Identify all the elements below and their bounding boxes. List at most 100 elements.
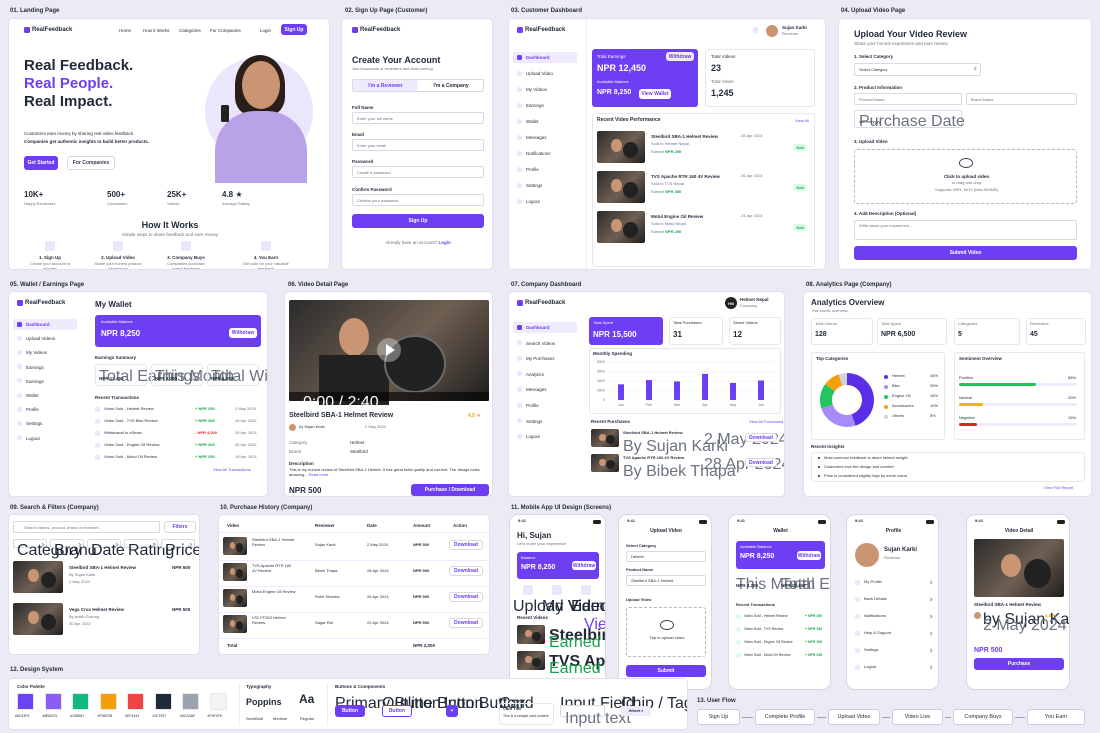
button[interactable]: Withdraw [572,561,596,570]
input[interactable]: Confirm your password [352,194,484,206]
link[interactable]: Wallet [526,119,539,124]
button[interactable]: I'm a Company [433,82,469,89]
link[interactable]: Help & Support [864,630,892,635]
textarea[interactable]: Write about your experience... [854,220,1077,240]
input[interactable]: Product Name [854,93,962,105]
link[interactable]: My Purchases [526,356,555,362]
button[interactable]: Purchase / Download [411,484,489,496]
link[interactable]: How it Works [143,28,170,33]
select[interactable]: Helmet [626,551,706,562]
link[interactable]: Earnings [526,103,544,108]
label: This is a sample card content [503,714,549,718]
button[interactable]: I'm a Reviewer [353,80,418,91]
button[interactable]: Download [449,566,483,576]
button[interactable]: Withdraw [797,551,821,560]
input[interactable]: Enter your full name [352,112,484,124]
input[interactable]: Purchase Date dd/mm/yyyy [854,110,965,130]
label: Share your honest experience and earn mo… [854,41,948,46]
link[interactable]: Categories [179,28,201,33]
input[interactable]: Create a password [352,166,484,178]
link[interactable]: Profile [526,167,539,172]
company-avatar: HN [725,297,737,309]
link[interactable]: Wallet [26,393,39,398]
filter-dropdown[interactable]: Rating [124,539,174,559]
dropzone[interactable]: Tap to upload video [626,607,706,657]
filter-dropdown[interactable]: Price [161,539,199,559]
link[interactable]: Earnings [26,364,44,370]
link[interactable]: Login [260,28,272,33]
link[interactable]: Messages [526,387,547,393]
link[interactable]: Notifications [526,151,551,156]
button[interactable]: Sign Up [352,214,484,228]
link[interactable]: Notifications [864,613,886,618]
link[interactable]: Dashboard [526,55,550,60]
button[interactable]: View Wallet [639,89,671,99]
link[interactable]: Analytics [526,371,545,377]
label: 28 Apr 2024 [235,418,257,423]
link[interactable]: Profile [526,403,539,408]
label: NPR 12,450 [781,583,806,588]
button[interactable]: Button [382,705,412,717]
link[interactable]: View Full Report [1044,485,1074,490]
link[interactable]: View All Transactions [213,467,251,472]
link[interactable]: Search Videos [526,340,556,346]
link[interactable]: Logout [526,434,540,440]
button[interactable]: Download [449,592,483,602]
link[interactable]: Home [119,28,132,33]
button[interactable]: Get Started [24,156,58,170]
button[interactable]: Download [449,540,483,550]
link[interactable]: Logout [864,664,877,669]
link[interactable]: Messages [526,135,547,140]
input[interactable]: Input text [560,705,631,727]
filter-dropdown[interactable]: Category [13,539,82,559]
filter-dropdown[interactable]: Brand [50,539,97,559]
button[interactable]: Download [745,458,777,467]
link[interactable]: Settings [26,421,43,427]
link[interactable]: Bank Details [864,596,887,601]
input[interactable]: Brand Name [966,93,1077,105]
button[interactable]: Download [449,618,483,628]
button[interactable]: Download [745,433,777,442]
link[interactable]: Profile [26,407,39,413]
button[interactable]: Submit Video [854,246,1077,260]
dropzone[interactable]: Click to upload video or drag and drop Sup… [854,149,1077,204]
link[interactable]: Upload Videos [26,336,56,342]
link[interactable]: Upload Video [526,71,553,76]
label: 4.5 ★ [468,413,481,419]
link[interactable]: Settings [526,418,543,424]
link[interactable]: View All [584,616,606,633]
button[interactable]: Purchase [974,658,1064,670]
search-input[interactable]: Search videos, product, brand or reviewe… [13,521,160,533]
filter-dropdown[interactable]: Date [87,539,125,559]
label: Sagar Rai [315,620,333,625]
link[interactable]: Settings [526,183,543,188]
link[interactable]: Read more [308,471,329,477]
button[interactable]: Withdraw [229,328,257,338]
link[interactable]: Settings [864,647,879,652]
link[interactable]: For Companies [210,28,241,33]
label: Most common feedback is about helmet wei… [824,455,909,460]
button[interactable]: Sign Up [281,24,307,35]
button[interactable]: + [446,705,458,717]
link[interactable]: View All Purchased [749,419,784,424]
link[interactable]: Earnings [26,378,44,384]
header-rule [219,532,489,533]
link[interactable]: Dashboard [26,322,50,327]
select[interactable]: Select Category [854,63,981,76]
button[interactable]: For Companies [67,156,115,170]
button[interactable]: Filters [164,521,196,533]
link[interactable]: Login [438,240,451,245]
button[interactable]: Button [335,705,365,717]
input[interactable]: Enter your email [352,139,484,151]
link[interactable]: My Profile [864,579,882,584]
link[interactable]: Dashboard [526,325,550,330]
link[interactable]: Logout [526,199,540,204]
link[interactable]: Logout [26,435,40,441]
link[interactable]: My Videos [526,87,547,92]
button[interactable]: Submit [626,665,706,677]
link[interactable]: My Videos [26,350,47,356]
input[interactable]: Steelbird SBA-1 Helmet [626,575,706,586]
chip[interactable]: Helmet × [621,706,651,716]
button[interactable]: Withdraw [666,52,694,61]
link[interactable]: View All [795,118,809,123]
